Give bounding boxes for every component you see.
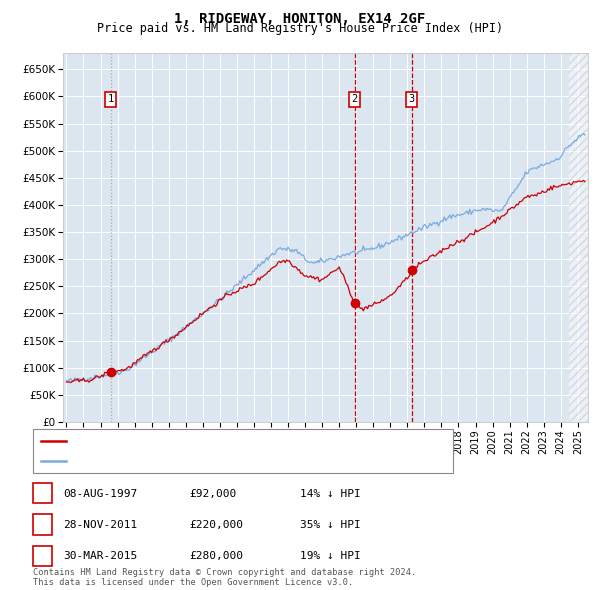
Text: 1: 1 [107, 94, 114, 104]
Text: 19% ↓ HPI: 19% ↓ HPI [300, 552, 361, 561]
Text: 2: 2 [39, 520, 46, 530]
Text: £280,000: £280,000 [189, 552, 243, 561]
Text: 14% ↓ HPI: 14% ↓ HPI [300, 489, 361, 499]
Text: £220,000: £220,000 [189, 520, 243, 530]
Text: 2: 2 [352, 94, 358, 104]
Text: 1, RIDGEWAY, HONITON, EX14 2GF: 1, RIDGEWAY, HONITON, EX14 2GF [175, 12, 425, 26]
Text: 3: 3 [409, 94, 415, 104]
Text: £92,000: £92,000 [189, 489, 236, 499]
Text: 30-MAR-2015: 30-MAR-2015 [63, 552, 137, 561]
Text: 1, RIDGEWAY, HONITON, EX14 2GF (detached house): 1, RIDGEWAY, HONITON, EX14 2GF (detached… [71, 437, 365, 446]
Text: 28-NOV-2011: 28-NOV-2011 [63, 520, 137, 530]
Bar [569, 53, 588, 422]
Text: HPI: Average price, detached house, East Devon: HPI: Average price, detached house, East… [71, 456, 358, 466]
Text: Price paid vs. HM Land Registry's House Price Index (HPI): Price paid vs. HM Land Registry's House … [97, 22, 503, 35]
Text: 1: 1 [39, 489, 46, 499]
Text: 08-AUG-1997: 08-AUG-1997 [63, 489, 137, 499]
Text: 35% ↓ HPI: 35% ↓ HPI [300, 520, 361, 530]
Text: Contains HM Land Registry data © Crown copyright and database right 2024.
This d: Contains HM Land Registry data © Crown c… [33, 568, 416, 587]
Text: 3: 3 [39, 552, 46, 561]
